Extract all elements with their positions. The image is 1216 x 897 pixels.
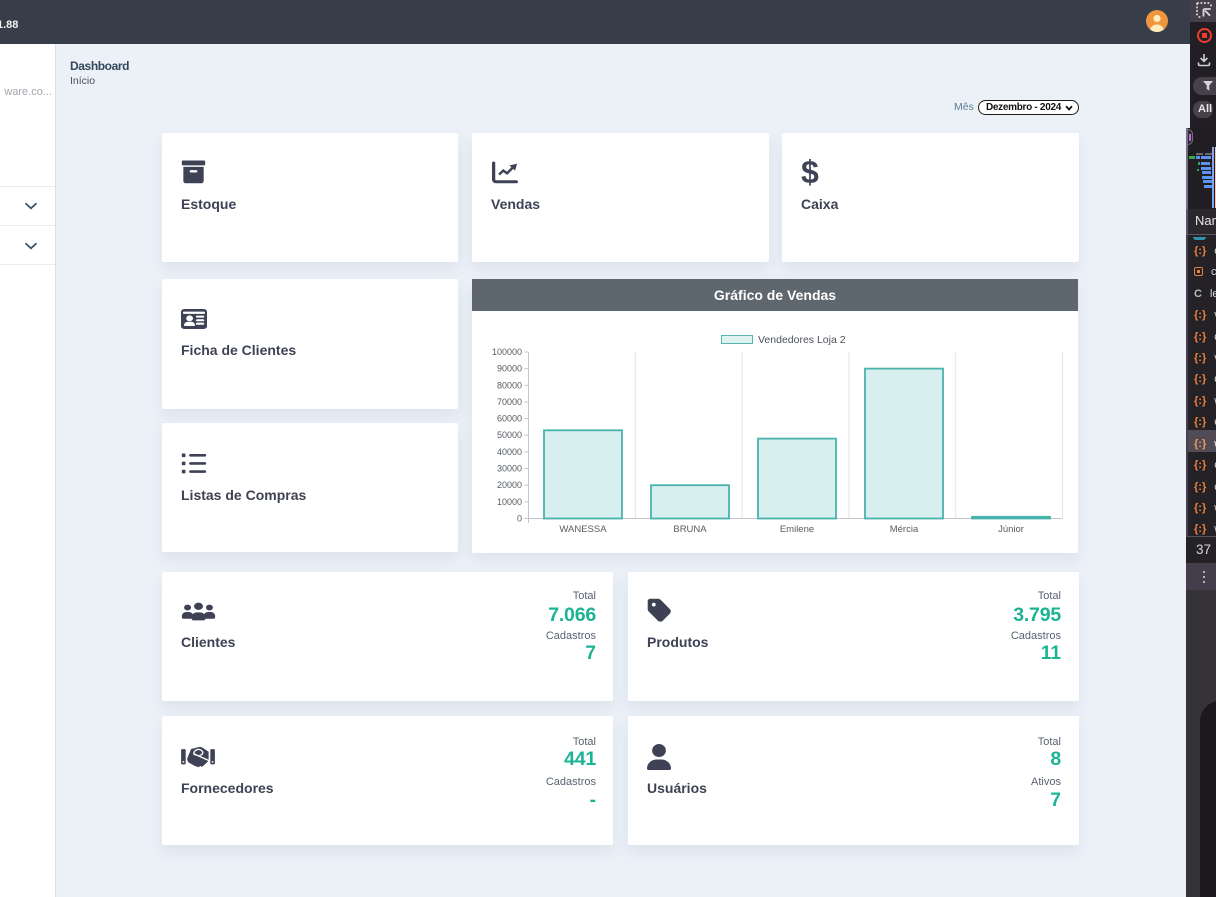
- svg-text:90000: 90000: [497, 364, 522, 374]
- svg-text:10000: 10000: [497, 497, 522, 507]
- svg-text:60000: 60000: [497, 414, 522, 424]
- svg-text:Emilene: Emilene: [780, 524, 814, 535]
- svg-text:20000: 20000: [497, 480, 522, 490]
- svg-text:50000: 50000: [497, 430, 522, 440]
- svg-text:70000: 70000: [497, 397, 522, 407]
- svg-text:Júnior: Júnior: [998, 524, 1024, 535]
- svg-text:0: 0: [517, 514, 522, 524]
- svg-text:30000: 30000: [497, 464, 522, 474]
- svg-text:80000: 80000: [497, 380, 522, 390]
- svg-text:100000: 100000: [492, 347, 522, 357]
- svg-text:40000: 40000: [497, 447, 522, 457]
- svg-text:Mércia: Mércia: [890, 524, 919, 535]
- svg-text:BRUNA: BRUNA: [673, 524, 707, 535]
- svg-text:WANESSA: WANESSA: [559, 524, 607, 535]
